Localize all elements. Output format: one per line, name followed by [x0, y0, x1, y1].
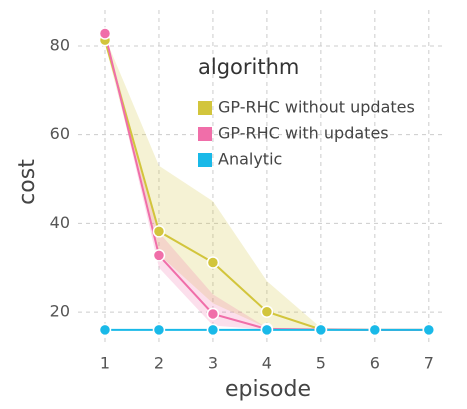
point	[98, 27, 112, 40]
y-tick-label: 40	[50, 213, 70, 232]
x-axis-title: episode	[225, 377, 311, 402]
x-tick-label: 2	[154, 354, 164, 373]
grid	[78, 10, 445, 345]
x-tick-label: 6	[370, 354, 380, 373]
point	[206, 307, 220, 321]
legend-swatch	[198, 153, 212, 167]
x-tick-label: 4	[262, 354, 272, 373]
x-tick-label: 3	[208, 354, 218, 373]
y-tick-label: 20	[50, 302, 70, 321]
band	[104, 37, 429, 330]
point	[152, 225, 166, 238]
x-tick-label: 7	[424, 354, 434, 373]
y-axis-title: cost	[15, 159, 40, 205]
legend-swatch	[198, 101, 212, 115]
y-tick-label: 80	[50, 35, 70, 54]
point	[98, 323, 112, 337]
y-tick-label: 60	[50, 124, 70, 143]
point	[368, 323, 382, 337]
legend-title: algorithm	[198, 55, 299, 79]
point	[260, 323, 274, 337]
point	[152, 249, 166, 262]
point	[152, 323, 166, 337]
point	[314, 323, 328, 337]
point	[206, 323, 220, 337]
x-tick-label: 5	[316, 354, 326, 373]
point	[206, 256, 220, 269]
legend-label: Analytic	[218, 150, 282, 169]
point	[260, 305, 274, 318]
x-tick-label: 1	[100, 354, 110, 373]
legend-label: GP-RHC without updates	[218, 98, 415, 117]
legend-swatch	[198, 127, 212, 141]
point	[422, 323, 436, 337]
legend-label: GP-RHC with updates	[218, 124, 389, 143]
